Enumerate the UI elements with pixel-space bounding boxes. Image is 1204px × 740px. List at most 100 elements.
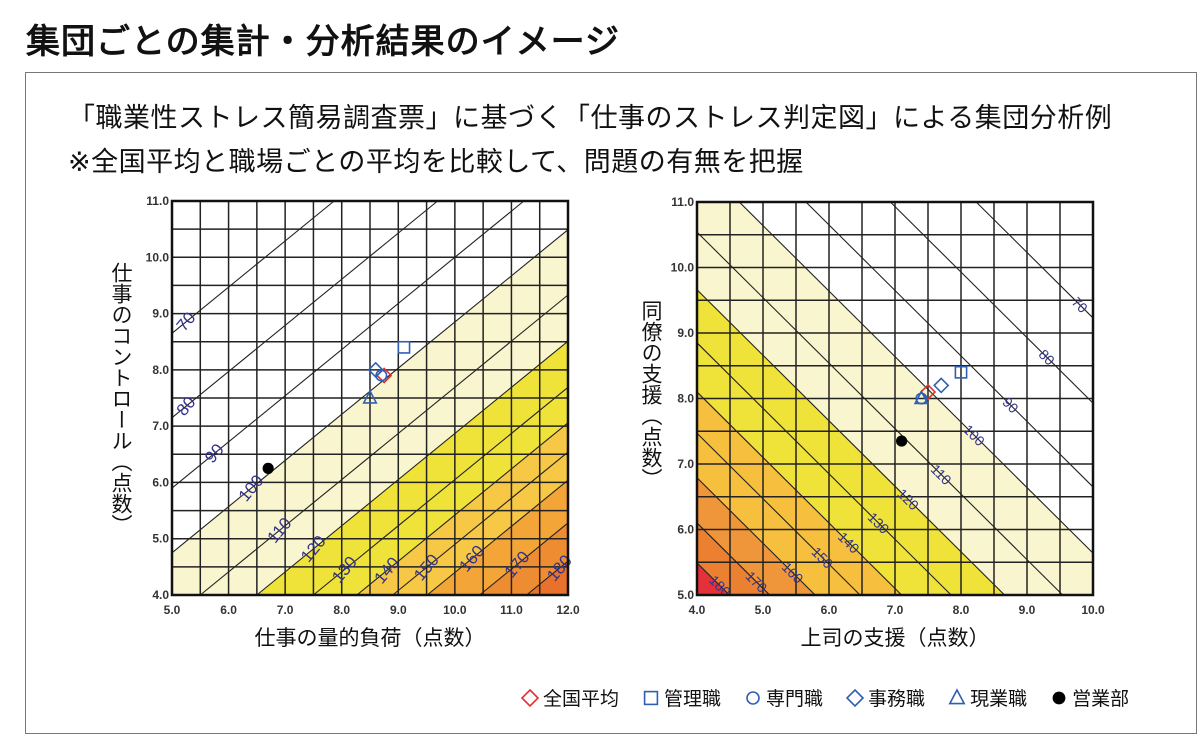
y-tick-label: 6.0 [677,523,694,537]
x-tick-label: 10.0 [1081,603,1105,617]
x-tick-label: 8.0 [953,603,970,617]
y-tick-label: 5.0 [677,588,694,602]
x-tick-label: 7.0 [277,603,294,617]
y-tick-label: 9.0 [152,307,169,321]
left-chart-ylabel: 仕事のコントロール（点数） [109,262,133,535]
y-tick-label: 11.0 [146,194,169,208]
x-tick-label: 9.0 [1019,603,1036,617]
contour-line-110 [696,231,1064,596]
x-tick-label: 4.0 [689,603,706,617]
legend-marker [845,688,865,707]
y-tick-label: 10.0 [671,261,695,275]
contour-line-150 [392,451,569,596]
contour-line-70 [975,201,1094,319]
data-point-triangle [362,389,378,404]
diamond-marker-icon [845,688,865,707]
legend-marker [643,690,659,705]
data-point-dot [896,435,908,447]
circle-marker-icon [746,690,760,705]
contour-line-140 [356,422,569,596]
x-tick-label: 6.0 [220,603,237,617]
legend-label: 専門職 [766,688,824,710]
data-point-dot [262,462,274,474]
contour-line-80 [171,200,438,419]
y-tick-label: 7.0 [677,457,694,471]
data-point-diamond [919,383,937,401]
data-point-square [954,365,968,379]
contour-line-140 [696,391,902,596]
x-tick-label: 7.0 [887,603,904,617]
data-point-triangle [913,389,930,405]
contour-line-150 [696,432,861,596]
contour-line-130 [313,386,569,596]
contour-line-110 [199,294,569,596]
legend-label: 全国平均 [543,688,620,710]
data-point-square [397,340,411,354]
legend-item: 管理職 [641,684,721,711]
y-tick-label: 8.0 [677,392,694,406]
x-tick-label: 11.0 [500,603,523,617]
y-tick-label: 9.0 [677,326,694,340]
plot-border [695,200,1095,597]
x-tick-label: 5.0 [164,603,181,617]
right-chart-xlabel: 上司の支援（点数） [800,626,990,650]
y-tick-label: 7.0 [152,419,169,433]
legend: 全国平均 管理職 専門職 事務職 現業職 営業部 [520,684,1129,711]
legend-label: 管理職 [664,688,722,710]
x-tick-label: 9.0 [390,603,407,617]
legend-label: 営業部 [1072,688,1130,710]
legend-item: 全国平均 [520,684,619,711]
data-point-diamond [933,377,950,394]
y-tick-label: 10.0 [146,250,170,264]
y-tick-label: 4.0 [152,588,169,602]
triangle-marker-icon [948,687,966,704]
x-tick-label: 12.0 [556,603,580,617]
subtitle-line-1: 「職業性ストレス簡易調査票」に基づく「仕事のストレス判定図」による集団分析例 [68,103,1113,134]
legend-label: 事務職 [868,688,926,710]
subtitle-line-2: ※全国平均と職場ごとの平均を比較して、問題の有無を把握 [68,147,804,178]
contour-line-100 [738,201,1094,554]
left-chart-xlabel: 仕事の量的負荷（点数） [254,626,486,650]
contour-line-130 [696,342,952,596]
contour-line-90 [805,201,1094,488]
content-frame [25,72,1197,734]
square-marker-icon [643,690,659,705]
x-tick-label: 10.0 [443,603,467,617]
contour-line-120 [256,340,569,596]
contour-line-160 [696,477,816,596]
y-tick-label: 8.0 [152,363,169,377]
x-tick-label: 6.0 [821,603,838,617]
contour-line-90 [171,200,525,489]
legend-label: 現業職 [970,688,1028,710]
contour-line-120 [696,289,1005,596]
legend-item: 営業部 [1049,684,1129,711]
data-point-diamond [367,361,384,378]
y-tick-label: 6.0 [152,475,169,489]
plot-border [170,199,570,597]
page-title: 集団ごとの集計・分析結果のイメージ [26,22,620,62]
legend-marker [746,690,760,705]
legend-item: 専門職 [743,684,823,711]
x-tick-label: 5.0 [755,603,772,617]
contour-line-170 [696,522,770,596]
contour-line-180 [696,562,730,596]
legend-marker [948,687,966,704]
contour-line-180 [526,560,569,596]
contour-line-70 [171,200,335,334]
y-tick-label: 5.0 [152,532,169,546]
legend-item: 事務職 [845,684,925,711]
diamond-marker-icon [520,688,540,707]
y-tick-label: 11.0 [671,195,694,209]
dot-marker-icon [1052,691,1066,704]
x-tick-label: 8.0 [333,603,350,617]
contour-line-80 [889,201,1094,404]
right-chart-ylabel: 同僚の支援（点数） [639,300,663,489]
legend-item: 現業職 [947,684,1027,711]
legend-marker [520,688,540,707]
legend-marker [1052,691,1066,704]
contour-line-170 [479,522,569,596]
